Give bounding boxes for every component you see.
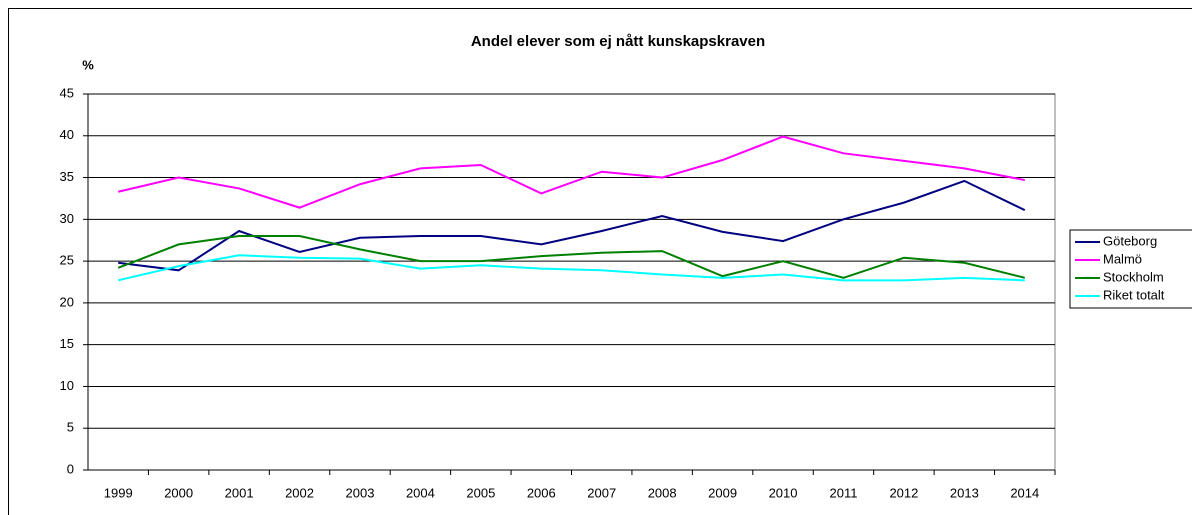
series-line — [117, 135, 1025, 209]
series-line — [117, 235, 1026, 279]
x-tick-label: 2008 — [648, 485, 677, 500]
series-line — [118, 179, 1026, 272]
x-tick-label: 2011 — [829, 485, 857, 500]
x-tick-label: 2010 — [769, 485, 798, 500]
x-tick-label: 2009 — [708, 485, 737, 500]
x-tick-label: 2000 — [164, 485, 193, 500]
legend-label: Riket totalt — [1103, 287, 1165, 302]
series-line — [117, 254, 1025, 282]
x-tick-label: 2007 — [587, 485, 616, 500]
legend-label: Malmö — [1103, 251, 1142, 266]
y-tick-label: 45 — [60, 85, 74, 100]
y-tick-label: 35 — [60, 169, 74, 184]
y-tick-label: 0 — [67, 461, 74, 476]
x-tick-label: 2002 — [285, 485, 314, 500]
y-tick-label: 25 — [60, 253, 74, 268]
legend-label: Göteborg — [1103, 233, 1157, 248]
y-tick-label: 30 — [60, 211, 74, 226]
x-tick-label: 2001 — [225, 485, 254, 500]
x-tick-label: 2012 — [889, 485, 918, 500]
y-tick-label: 20 — [60, 294, 74, 309]
y-tick-label: 5 — [67, 420, 74, 435]
x-tick-label: 2004 — [406, 485, 435, 500]
y-tick-label: 40 — [60, 127, 74, 142]
chart-title: Andel elever som ej nått kunskapskraven — [471, 33, 765, 50]
y-tick-label: 15 — [60, 336, 74, 351]
plot-area — [87, 93, 1056, 471]
x-tick-label: 2014 — [1010, 485, 1039, 500]
legend-label: Stockholm — [1103, 269, 1164, 284]
x-tick-label: 2006 — [527, 485, 556, 500]
x-tick-label: 2013 — [950, 485, 979, 500]
x-tick-label: 1999 — [104, 485, 133, 500]
x-tick-label: 2005 — [466, 485, 495, 500]
y-axis-label: % — [82, 57, 94, 72]
x-tick-label: 2003 — [346, 485, 375, 500]
y-tick-label: 10 — [60, 378, 74, 393]
